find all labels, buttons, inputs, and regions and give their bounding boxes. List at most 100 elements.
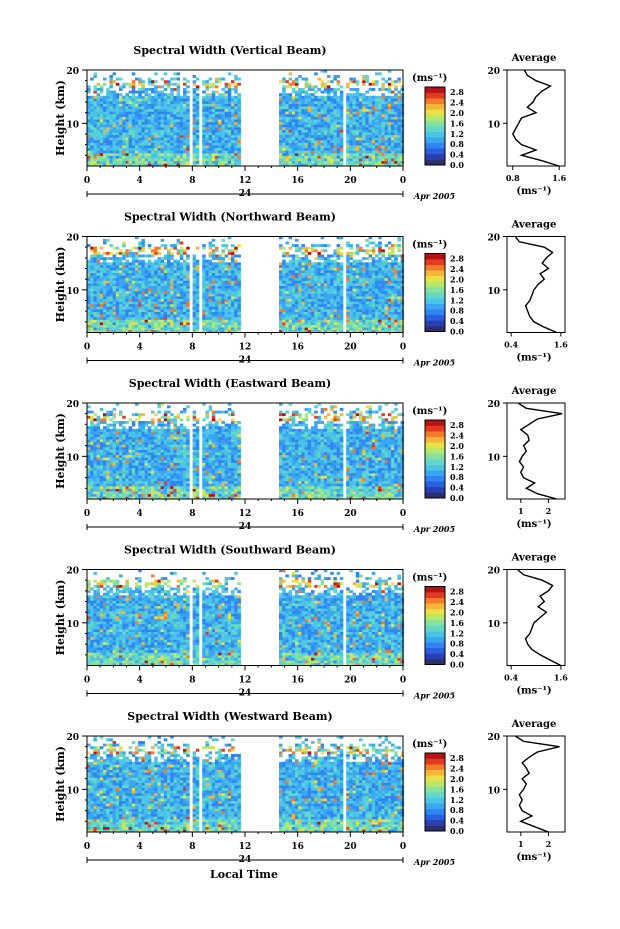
heatmap-cell [163, 103, 168, 107]
heatmap-cell [157, 272, 161, 276]
heatmap-cell [157, 303, 161, 307]
heatmap-cell [237, 322, 241, 325]
heatmap-cell [221, 311, 225, 315]
heatmap-cell [208, 158, 213, 162]
heatmap-cell [400, 272, 405, 276]
heatmap-cell [375, 158, 379, 162]
heatmap-cell [141, 327, 145, 331]
heatmap-cell [307, 98, 312, 102]
heatmap-cell [349, 121, 353, 125]
heatmap-cell [122, 160, 126, 164]
heatmap-cell [208, 134, 213, 138]
heatmap-cell [160, 145, 165, 149]
heatmap-cell [125, 155, 129, 159]
heatmap-cell [176, 309, 181, 312]
heatmap-cell [99, 95, 104, 99]
heatmap-cell [317, 298, 321, 302]
heatmap-cell [192, 322, 197, 325]
heatmap-cell [205, 306, 209, 310]
heatmap-cell [170, 153, 174, 156]
heatmap-cell [125, 324, 129, 328]
heatmap-cell [119, 142, 123, 146]
heatmap-cell [215, 324, 219, 328]
heatmap-cell [176, 114, 181, 117]
heatmap-cell [224, 270, 229, 273]
heatmap-cell [359, 103, 363, 107]
heatmap-cell [314, 90, 318, 94]
heatmap-cell [93, 163, 97, 167]
heatmap-cell [320, 95, 325, 99]
heatmap-cell [346, 301, 350, 305]
heatmap-cell [112, 327, 117, 331]
heatmap-cell [205, 301, 209, 305]
heatmap-cell [368, 288, 373, 292]
heatmap-cell [307, 116, 312, 120]
heatmap-cell [138, 303, 142, 307]
heatmap-cell [384, 324, 389, 328]
heatmap-cell [291, 288, 296, 292]
heatmap-cell [195, 119, 200, 123]
heatmap-cell [215, 134, 219, 138]
heatmap-cell [368, 264, 373, 268]
heatmap-cell [307, 285, 312, 289]
heatmap-cell [93, 280, 97, 284]
heatmap-cell [141, 124, 145, 128]
heatmap-cell [279, 147, 283, 151]
heatmap-cell [125, 311, 129, 315]
heatmap-cell [237, 275, 241, 279]
heatmap-cell [202, 280, 206, 284]
heatmap-cell [346, 119, 350, 123]
heatmap-cell [112, 111, 117, 115]
heatmap-cell [291, 311, 296, 315]
heatmap-cell [307, 150, 312, 154]
heatmap-cell [106, 311, 110, 315]
heatmap-cell [320, 90, 325, 94]
heatmap-cell [295, 283, 299, 286]
heatmap-cell [371, 267, 376, 271]
heatmap-cell [154, 280, 158, 284]
heatmap-cell [167, 298, 171, 302]
heatmap-cell [378, 88, 382, 91]
heatmap-cell [288, 106, 293, 110]
heatmap-cell [391, 108, 395, 112]
heatmap-cell [186, 85, 190, 89]
heatmap-cell [231, 119, 235, 123]
heatmap-cell [291, 290, 296, 294]
heatmap-cell [211, 132, 216, 136]
heatmap-cell [122, 290, 126, 294]
heatmap-cell [211, 301, 216, 305]
heatmap-cell [394, 108, 398, 112]
heatmap-cell [160, 290, 165, 294]
heatmap-cell [285, 296, 289, 299]
heatmap-cell [304, 264, 309, 268]
heatmap-cell [147, 163, 152, 167]
heatmap-cell [295, 137, 299, 141]
heatmap-cell [93, 272, 97, 276]
heatmap-cell [346, 147, 350, 151]
heatmap-cell [192, 155, 197, 159]
heatmap-cell [173, 311, 177, 315]
heatmap-cell [93, 316, 97, 320]
heatmap-cell [391, 124, 395, 128]
heatmap-cell [387, 322, 392, 325]
heatmap-cell [339, 163, 344, 167]
heatmap-cell [359, 163, 363, 167]
heatmap-cell [186, 145, 190, 149]
heatmap-cell [96, 155, 101, 159]
heatmap-cell [119, 327, 123, 331]
heatmap-cell [352, 93, 357, 97]
heatmap-cell [384, 114, 389, 117]
heatmap-cell [99, 329, 104, 333]
heatmap-cell [378, 150, 382, 154]
heatmap-cell [234, 155, 238, 159]
heatmap-cell [170, 101, 174, 104]
heatmap-cell [291, 316, 296, 320]
heatmap-cell [365, 155, 369, 159]
heatmap-cell [285, 306, 289, 310]
heatmap-cell [314, 296, 318, 299]
heatmap-cell [237, 98, 241, 102]
heatmap-cell [122, 158, 126, 162]
heatmap-cell [154, 160, 158, 164]
heatmap-cell [179, 108, 184, 112]
heatmap-cell [304, 306, 309, 310]
